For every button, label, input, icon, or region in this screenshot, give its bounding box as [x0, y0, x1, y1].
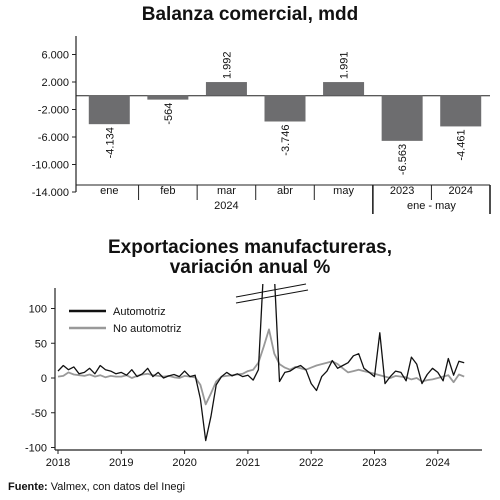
x-tick-label: 2022 [299, 457, 323, 469]
source-label: Fuente: [8, 481, 48, 493]
y-tick-label: 0 [41, 373, 47, 385]
source-text: Valmex, con datos del Inegi [47, 481, 186, 493]
y-tick-label: -10.000 [32, 160, 69, 172]
exports-title-line-1: Exportaciones manufactureras, [107, 237, 393, 258]
series-line-no-automotriz [57, 328, 465, 406]
category-label: may [333, 185, 354, 197]
exports-title-line-2: variación anual % [169, 257, 331, 278]
bar-abr [264, 95, 306, 122]
category-label: 2023 [390, 185, 414, 197]
series-line-automotriz [57, 284, 465, 442]
trade-balance-bar-chart: 6.000 2.000 -2.000 -6.000 -10.000 -14.000 -4.1… [32, 36, 491, 214]
x-tick-label: 2021 [236, 457, 260, 469]
bar-value-label: 1.992 [221, 52, 233, 80]
x-tick-label: 2019 [109, 457, 133, 469]
x-tick-label: 2020 [172, 457, 196, 469]
exports-chart-title: Exportaciones manufactureras, variación … [0, 238, 500, 278]
y-tick-label: -14.000 [32, 187, 69, 199]
group-label-ene-may: ene - may [407, 200, 456, 212]
bar-may [323, 82, 365, 96]
category-label: abr [277, 185, 293, 197]
bar-value-label: 1.991 [339, 52, 351, 80]
y-tick-label: 100 [29, 304, 47, 316]
axis-break-mark [235, 283, 307, 298]
y-tick-label: 6.000 [41, 50, 69, 62]
y-tick-label: -6.000 [38, 132, 69, 144]
source-note: Fuente: Valmex, con datos del Inegi [8, 481, 185, 493]
bar-value-label: -4.461 [456, 129, 468, 160]
bar-mar [205, 82, 247, 96]
bar-feb [147, 95, 189, 100]
y-tick-label: 2.000 [41, 77, 69, 89]
bar-value-label: -4.134 [104, 127, 116, 158]
bar-2024 [440, 95, 482, 127]
bar-value-label: -564 [163, 103, 175, 125]
category-label: ene [100, 185, 118, 197]
axis-break-mark [235, 289, 309, 304]
legend-label: Automotriz [113, 306, 166, 318]
bar-value-label: -3.746 [280, 125, 292, 156]
group-label-2024: 2024 [214, 200, 238, 212]
y-tick-label: -2.000 [38, 105, 69, 117]
y-tick-label: -50 [31, 408, 47, 420]
category-label: mar [217, 185, 236, 197]
balance-chart-title: Balanza comercial, mdd [141, 4, 359, 25]
y-tick-label: 50 [35, 338, 47, 350]
x-tick-label: 2023 [362, 457, 386, 469]
y-tick-label: -100 [25, 443, 47, 455]
bar-2023 [381, 95, 423, 141]
category-label: feb [160, 185, 175, 197]
bar-value-label: -6.563 [397, 144, 409, 175]
x-tick-label: 2024 [426, 457, 450, 469]
exports-line-chart: 100 50 0 -50 -100 2018 2019 2020 2021 2022 2023 202… [25, 283, 482, 469]
legend-label: No automotriz [113, 323, 181, 335]
category-label: 2024 [448, 185, 472, 197]
x-tick-label: 2018 [46, 457, 70, 469]
bar-ene [88, 95, 130, 125]
